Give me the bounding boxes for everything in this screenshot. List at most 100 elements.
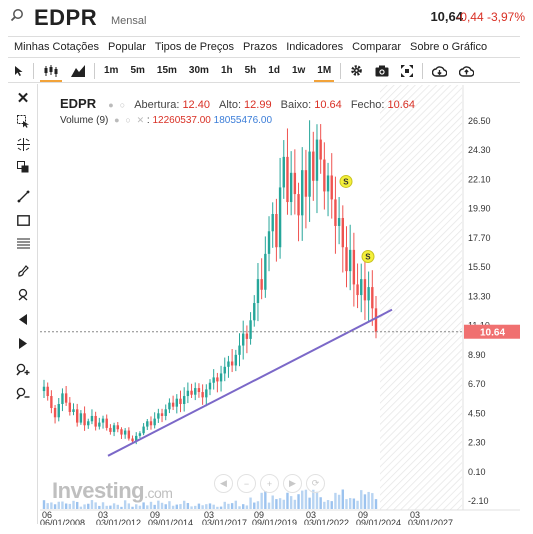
brush-tool-icon[interactable] bbox=[15, 262, 31, 278]
menu-my-quotes[interactable]: Minhas Cotações bbox=[14, 41, 99, 53]
volume-bar bbox=[256, 501, 260, 509]
high-label: Alto: bbox=[219, 99, 242, 111]
settings-dot-icon[interactable]: ○ bbox=[125, 115, 131, 125]
candle-body bbox=[352, 249, 356, 285]
x-tick-label: 06 bbox=[42, 510, 52, 520]
candle-body bbox=[319, 139, 322, 160]
timeframe-1h[interactable]: 1h bbox=[220, 65, 233, 76]
eye-icon[interactable]: ● bbox=[108, 100, 114, 110]
timeframe-5m[interactable]: 5m bbox=[130, 65, 145, 76]
scroll-left-icon[interactable]: ◀ bbox=[214, 474, 233, 493]
candle-body bbox=[112, 425, 116, 432]
chart-menu-bar: Minhas Cotações Popular Tipos de Preços … bbox=[8, 36, 520, 58]
timeframe-30m[interactable]: 30m bbox=[188, 65, 209, 76]
menu-compare[interactable]: Comparar bbox=[352, 41, 402, 53]
crosshair-tool-icon[interactable] bbox=[15, 136, 31, 152]
x-tick-label: 09 bbox=[358, 510, 368, 520]
menu-periods[interactable]: Prazos bbox=[243, 41, 278, 53]
candle-body bbox=[64, 393, 68, 403]
volume-bar bbox=[245, 505, 249, 509]
menu-about-chart[interactable]: Sobre o Gráfico bbox=[410, 41, 488, 53]
menu-popular[interactable]: Popular bbox=[108, 41, 146, 53]
candle-body bbox=[50, 396, 53, 408]
volume-bar bbox=[356, 500, 359, 509]
candle-body bbox=[123, 430, 127, 435]
candle-body bbox=[253, 303, 256, 321]
fullscreen-icon[interactable] bbox=[395, 60, 419, 82]
toolbar-separator bbox=[422, 62, 424, 79]
copy-tool-icon[interactable] bbox=[15, 159, 31, 175]
rectangle-tool-icon[interactable] bbox=[15, 212, 31, 228]
candle-body bbox=[301, 170, 304, 216]
zoom-in-tool-icon[interactable] bbox=[15, 361, 31, 377]
close-icon[interactable]: ✕ bbox=[16, 90, 30, 107]
candle-body bbox=[267, 231, 271, 254]
volume-bar bbox=[101, 502, 105, 509]
price-chart[interactable]: 26.5024.3022.1019.9017.7015.5013.3011.10… bbox=[40, 85, 520, 525]
candle-body bbox=[293, 172, 297, 195]
x-tick-label: 03 bbox=[98, 510, 108, 520]
candle-body bbox=[179, 398, 182, 405]
volume-bar bbox=[360, 490, 363, 509]
timeframe-5h[interactable]: 5h bbox=[244, 65, 257, 76]
volume-bar bbox=[352, 498, 356, 509]
candle-body bbox=[98, 422, 101, 427]
volume-bar bbox=[146, 505, 149, 509]
cloud-upload-icon[interactable] bbox=[453, 60, 480, 82]
volume-bar bbox=[138, 505, 142, 509]
search-icon[interactable] bbox=[10, 8, 24, 27]
candle-body bbox=[334, 199, 337, 226]
y-tick-label: 22.10 bbox=[468, 174, 491, 184]
volume-bar bbox=[253, 502, 256, 509]
volume-bar bbox=[109, 505, 112, 509]
timeframe-1M[interactable]: 1M bbox=[311, 60, 337, 82]
eye-icon[interactable]: ● bbox=[114, 115, 120, 125]
timeframe-1m[interactable]: 1m bbox=[104, 65, 119, 76]
timeframe-1d[interactable]: 1d bbox=[268, 65, 280, 76]
menu-indicators[interactable]: Indicadores bbox=[286, 41, 344, 53]
trendline-tool-icon[interactable] bbox=[15, 188, 31, 204]
gear-icon[interactable] bbox=[344, 60, 369, 82]
cursor-icon[interactable] bbox=[8, 60, 30, 82]
volume-bar bbox=[297, 494, 300, 509]
candle-body bbox=[127, 430, 131, 439]
cloud-download-icon[interactable] bbox=[426, 60, 453, 82]
candle-body bbox=[260, 279, 263, 290]
split-marker-label: S bbox=[365, 253, 371, 262]
close-icon[interactable]: ✕ bbox=[136, 115, 145, 125]
candle-body bbox=[230, 361, 234, 366]
logo-brand: Investing bbox=[52, 478, 145, 503]
volume-bar bbox=[50, 502, 53, 509]
ohlc-legend: EDPR ● ○ Abertura: 12.40 Alto: 12.99 Baixo… bbox=[60, 96, 415, 111]
marker-tool-icon[interactable] bbox=[15, 311, 31, 327]
volume-bar bbox=[194, 505, 197, 509]
zoom-out-tool-icon[interactable] bbox=[15, 385, 31, 401]
candle-body bbox=[53, 407, 57, 418]
volume-bar bbox=[267, 502, 271, 509]
text-tool-icon[interactable] bbox=[15, 286, 31, 302]
settings-dot-icon[interactable]: ○ bbox=[119, 100, 126, 110]
scroll-right-icon[interactable]: ▶ bbox=[283, 474, 302, 493]
arrow-tool-icon[interactable] bbox=[15, 335, 31, 351]
candle-body bbox=[153, 418, 156, 426]
volume-bar bbox=[223, 501, 226, 509]
zoom-in-icon[interactable]: + bbox=[260, 474, 279, 493]
volume-bar bbox=[149, 501, 153, 509]
timeframe-15m[interactable]: 15m bbox=[156, 65, 177, 76]
zoom-out-icon[interactable]: − bbox=[237, 474, 256, 493]
candle-body bbox=[341, 217, 344, 248]
select-tool-icon[interactable] bbox=[15, 113, 31, 129]
reset-icon[interactable]: ⟳ bbox=[306, 474, 325, 493]
horizontal-lines-tool-icon[interactable] bbox=[15, 235, 31, 251]
candle-body bbox=[61, 393, 64, 405]
camera-icon[interactable] bbox=[369, 60, 395, 82]
timeframe-1w[interactable]: 1w bbox=[291, 65, 306, 76]
volume-bar bbox=[57, 501, 60, 509]
volume-bar bbox=[227, 503, 230, 509]
candlestick-icon[interactable] bbox=[37, 60, 65, 82]
menu-price-types[interactable]: Tipos de Preços bbox=[154, 41, 234, 53]
volume-value-1: 12260537.00 bbox=[152, 115, 211, 126]
volume-bar bbox=[326, 500, 330, 509]
volume-bar bbox=[87, 503, 90, 509]
area-chart-icon[interactable] bbox=[65, 60, 91, 82]
